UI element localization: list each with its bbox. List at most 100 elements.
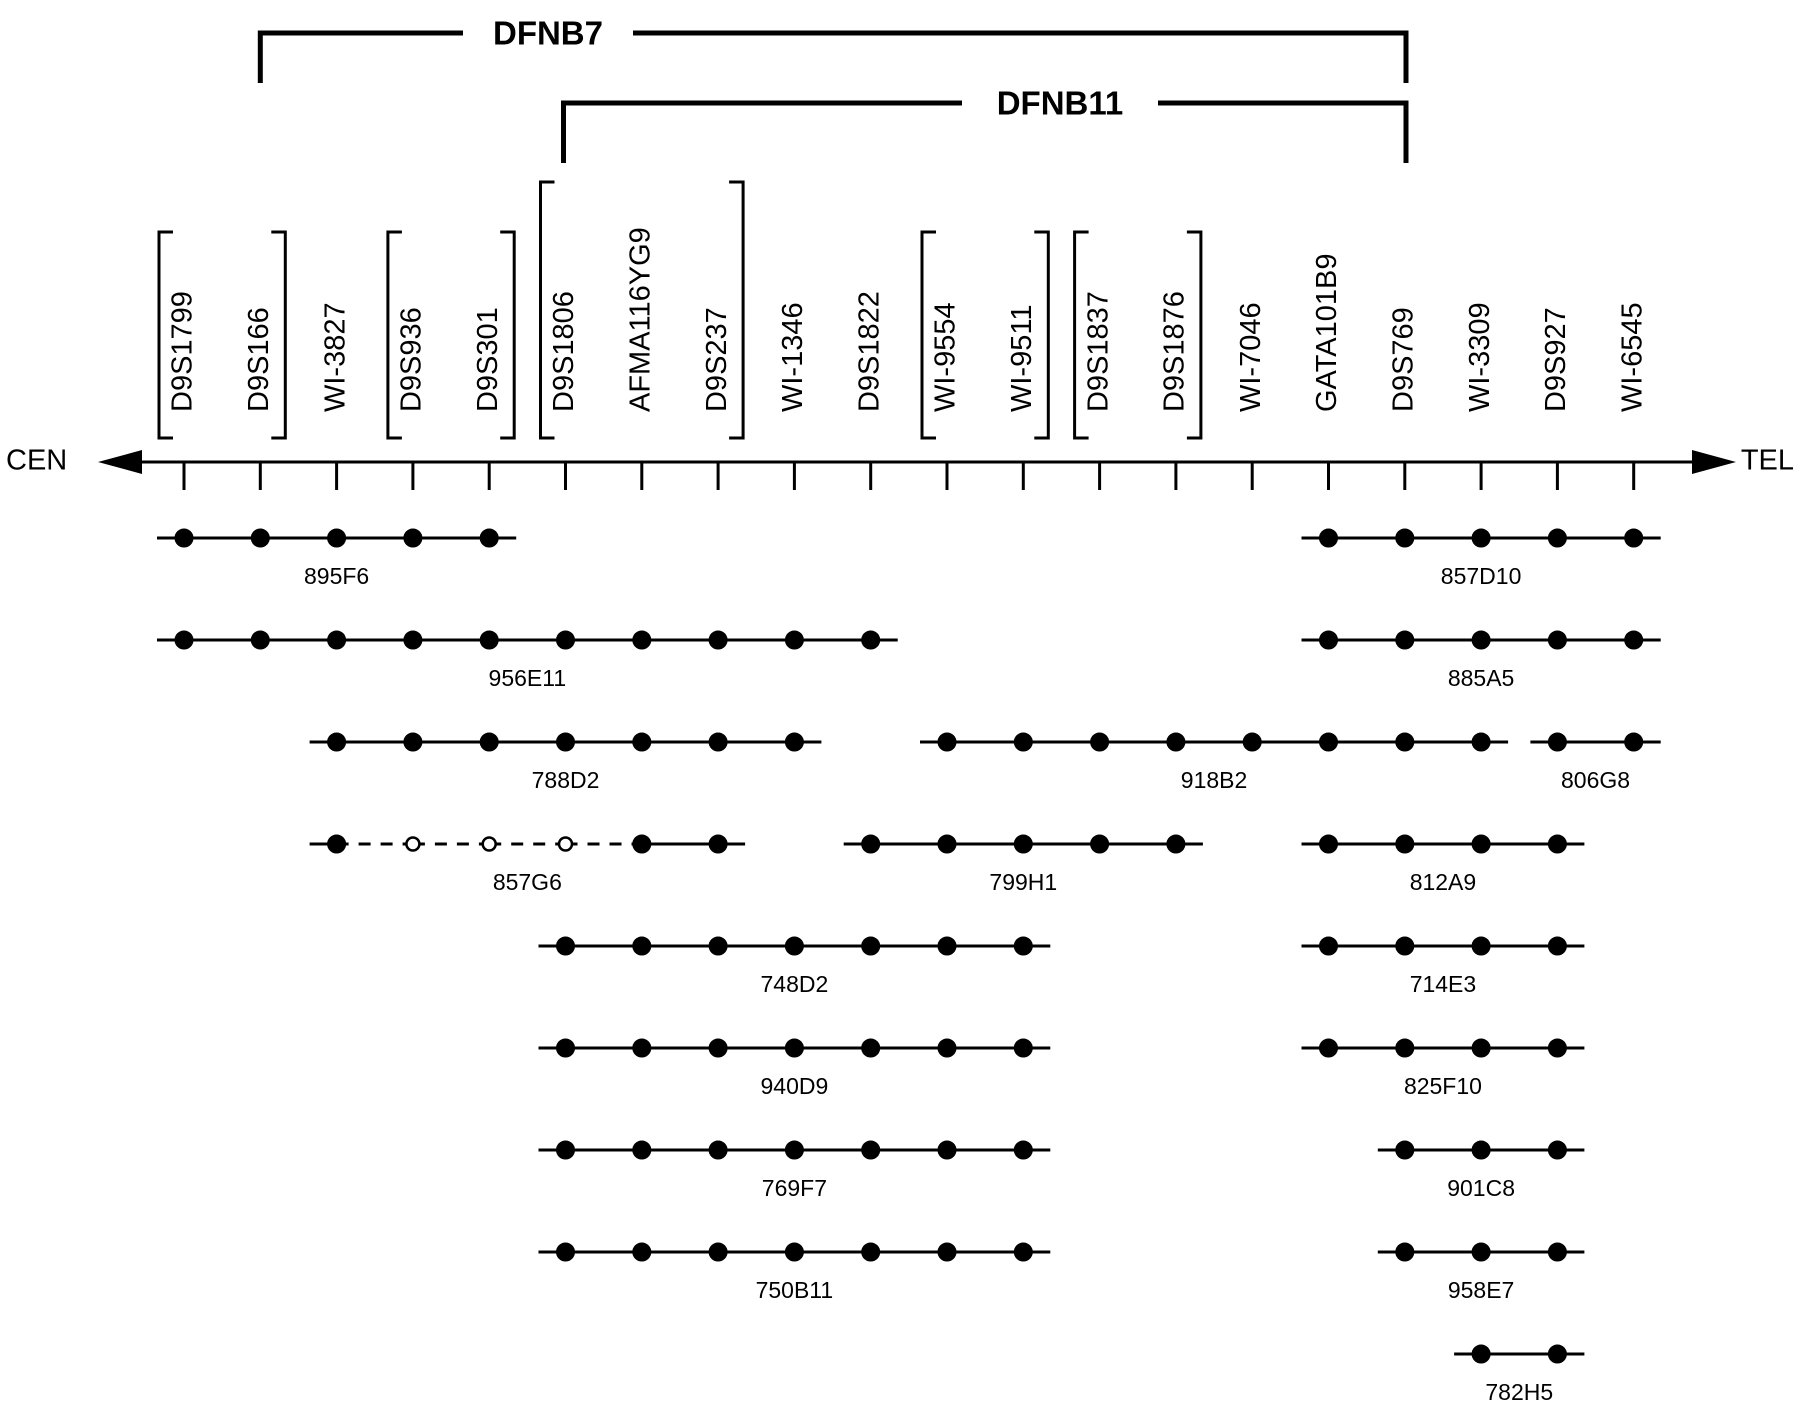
marker-label-afma116yg9: AFMA116YG9	[624, 227, 656, 412]
clone-788d2: 788D2	[309, 732, 822, 793]
clone-marker-present	[1547, 630, 1567, 650]
marker-group-bracket-right-3	[1034, 230, 1050, 440]
clone-marker-present	[1547, 1242, 1567, 1262]
marker-label-gata101b9: GATA101B9	[1311, 253, 1343, 412]
clone-marker-present	[1395, 936, 1415, 956]
clone-714e3: 714E3	[1301, 936, 1585, 997]
clone-marker-present	[861, 936, 881, 956]
clone-label: 799H1	[989, 869, 1057, 895]
clone-marker-present	[327, 834, 347, 854]
clone-label: 750B11	[756, 1277, 834, 1303]
clone-marker-present	[784, 1140, 804, 1160]
clone-marker-present	[1242, 732, 1262, 752]
clone-label: 782H5	[1485, 1379, 1553, 1405]
clone-marker-present	[1547, 834, 1567, 854]
clone-marker-present	[861, 630, 881, 650]
clone-750b11: 750B11	[538, 1242, 1051, 1303]
clone-label: 714E3	[1410, 971, 1477, 997]
marker-group-bracket-right-0	[271, 230, 287, 440]
clone-marker-present	[784, 630, 804, 650]
clone-marker-present	[479, 528, 499, 548]
axis-label-cen: CEN	[6, 445, 67, 477]
clone-940d9: 940D9	[538, 1038, 1051, 1099]
axis-arrow-left	[98, 450, 142, 474]
clone-marker-present	[556, 936, 575, 956]
chromosome-axis: CEN TEL	[6, 445, 1794, 477]
clone-marker-present	[1319, 528, 1338, 548]
clone-marker-present	[1013, 936, 1033, 956]
marker-label-d9s1822: D9S1822	[853, 291, 885, 412]
clone-label: 918B2	[1181, 767, 1248, 793]
clone-marker-present	[937, 936, 957, 956]
clone-marker-present	[632, 732, 652, 752]
clone-marker-present	[1547, 732, 1567, 752]
clone-marker-present	[327, 528, 347, 548]
clone-marker-present	[1471, 1038, 1491, 1058]
clone-marker-present	[1547, 936, 1567, 956]
clone-marker-present	[1395, 630, 1415, 650]
clone-marker-present	[937, 1242, 957, 1262]
clone-marker-present	[1166, 732, 1186, 752]
regions-layer: DFNB7 DFNB11	[257, 15, 1409, 163]
clone-label: 812A9	[1410, 869, 1477, 895]
clone-857d10: 857D10	[1301, 528, 1661, 589]
clone-956e11: 956E11	[157, 630, 898, 691]
marker-label-wi-9511: WI-9511	[1006, 305, 1038, 412]
clone-marker-present	[403, 630, 423, 650]
clone-marker-present	[1319, 1038, 1338, 1058]
clone-marker-present	[708, 834, 728, 854]
clone-marker-present	[1471, 528, 1491, 548]
clone-895f6: 895F6	[157, 528, 517, 589]
clone-marker-present	[327, 630, 347, 650]
marker-label-wi-9554: WI-9554	[930, 302, 962, 412]
clone-marker-present	[784, 1242, 804, 1262]
clone-marker-present	[479, 630, 499, 650]
clone-782h5: 782H5	[1454, 1344, 1585, 1405]
clone-marker-present	[861, 1140, 881, 1160]
marker-group-bracket-left-4	[1073, 230, 1089, 440]
region-bracket-dfnb7	[257, 30, 1409, 83]
clone-marker-absent	[557, 836, 574, 852]
clone-marker-present	[1090, 834, 1110, 854]
clone-marker-present	[708, 732, 728, 752]
clone-label: 788D2	[532, 767, 600, 793]
clone-label: 895F6	[304, 563, 369, 589]
clone-901c8: 901C8	[1377, 1140, 1585, 1201]
clone-label: 956E11	[489, 665, 567, 691]
axis-label-tel: TEL	[1741, 445, 1794, 477]
marker-group-bracket-right-2	[729, 180, 745, 440]
clone-marker-present	[556, 1242, 575, 1262]
region-bracket-dfnb11	[561, 100, 1409, 163]
clone-label: 825F10	[1404, 1073, 1482, 1099]
clone-marker-present	[556, 630, 575, 650]
clone-marker-present	[1471, 1344, 1491, 1364]
clone-806g8: 806G8	[1530, 732, 1661, 793]
clone-marker-present	[708, 1038, 728, 1058]
clone-marker-present	[1471, 936, 1491, 956]
clone-marker-present	[556, 1140, 575, 1160]
clone-marker-present	[403, 732, 423, 752]
clone-marker-present	[1471, 732, 1491, 752]
clone-marker-present	[861, 1038, 881, 1058]
clone-marker-present	[1090, 732, 1110, 752]
markers-layer: D9S1799 D9S166 WI-3827 D9S936 D9S301 D9S1806 A…	[167, 227, 1649, 412]
clone-812a9: 812A9	[1301, 834, 1585, 895]
clone-marker-present	[1547, 1140, 1567, 1160]
clone-marker-present	[327, 732, 347, 752]
clone-marker-present	[1547, 1344, 1567, 1364]
clone-marker-present	[1624, 630, 1644, 650]
clone-marker-present	[250, 630, 270, 650]
clone-marker-present	[174, 528, 194, 548]
clone-marker-present	[937, 1140, 957, 1160]
clone-marker-present	[250, 528, 270, 548]
clone-label: 857G6	[493, 869, 562, 895]
clone-marker-present	[784, 936, 804, 956]
clone-marker-present	[1395, 732, 1415, 752]
clone-marker-present	[1166, 834, 1186, 854]
clone-marker-present	[1624, 732, 1644, 752]
marker-label-wi-3309: WI-3309	[1464, 302, 1496, 412]
clone-label: 958E7	[1448, 1277, 1515, 1303]
clone-marker-present	[1547, 1038, 1567, 1058]
clone-marker-present	[708, 1242, 728, 1262]
